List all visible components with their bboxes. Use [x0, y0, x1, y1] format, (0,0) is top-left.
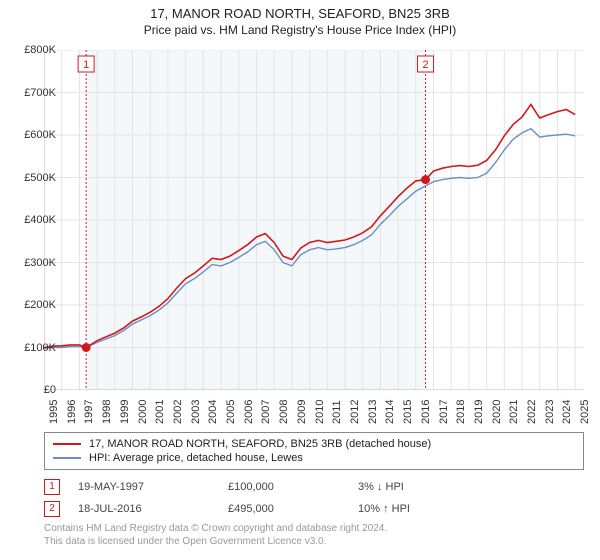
y-tick-label: £500K	[24, 172, 56, 184]
transaction-hpi-delta: 10% ↑ HPI	[358, 503, 478, 515]
x-tick-label: 2000	[137, 400, 149, 424]
y-tick-label: £400K	[24, 214, 56, 226]
x-tick-label: 2001	[154, 400, 166, 424]
y-tick-label: £100K	[24, 342, 56, 354]
legend-label: 17, MANOR ROAD NORTH, SEAFORD, BN25 3RB …	[89, 438, 431, 450]
legend-swatch	[53, 443, 81, 445]
table-row: 1 19-MAY-1997 £100,000 3% ↓ HPI	[44, 476, 584, 498]
x-tick-label: 2010	[314, 400, 326, 424]
transaction-date: 19-MAY-1997	[78, 481, 228, 493]
legend-label: HPI: Average price, detached house, Lewe…	[89, 452, 303, 464]
chart-area: 12	[44, 50, 584, 390]
x-tick-label: 2011	[331, 400, 343, 424]
chart-title: 17, MANOR ROAD NORTH, SEAFORD, BN25 3RB	[0, 6, 600, 21]
legend-item: 17, MANOR ROAD NORTH, SEAFORD, BN25 3RB …	[53, 437, 575, 451]
x-tick-label: 1998	[101, 400, 113, 424]
attribution: Contains HM Land Registry data © Crown c…	[44, 522, 584, 548]
line-chart-svg: 12	[44, 50, 584, 390]
x-tick-label: 2002	[172, 400, 184, 424]
attribution-line: Contains HM Land Registry data © Crown c…	[44, 522, 584, 535]
x-tick-label: 2006	[243, 400, 255, 424]
x-tick-label: 2018	[455, 400, 467, 424]
x-tick-label: 2014	[384, 400, 396, 424]
y-tick-label: £300K	[24, 257, 56, 269]
x-tick-label: 2003	[190, 400, 202, 424]
x-tick-label: 1997	[83, 400, 95, 424]
x-tick-label: 2015	[402, 400, 414, 424]
x-tick-label: 2008	[278, 400, 290, 424]
svg-text:2: 2	[422, 59, 428, 71]
x-tick-label: 2023	[544, 400, 556, 424]
transaction-hpi-delta: 3% ↓ HPI	[358, 481, 478, 493]
transaction-price: £100,000	[228, 481, 358, 493]
x-tick-label: 2017	[438, 400, 450, 424]
x-tick-label: 2024	[561, 400, 573, 424]
svg-text:1: 1	[83, 59, 89, 71]
transaction-price: £495,000	[228, 503, 358, 515]
x-tick-label: 1995	[48, 400, 60, 424]
x-tick-label: 2025	[579, 400, 591, 424]
transaction-table: 1 19-MAY-1997 £100,000 3% ↓ HPI 2 18-JUL…	[44, 476, 584, 520]
y-tick-label: £700K	[24, 87, 56, 99]
title-block: 17, MANOR ROAD NORTH, SEAFORD, BN25 3RB …	[0, 0, 600, 37]
chart-container: 17, MANOR ROAD NORTH, SEAFORD, BN25 3RB …	[0, 0, 600, 560]
x-tick-label: 2007	[260, 400, 272, 424]
y-tick-label: £800K	[24, 44, 56, 56]
transaction-date: 18-JUL-2016	[78, 503, 228, 515]
x-tick-label: 1999	[119, 400, 131, 424]
x-tick-label: 2013	[367, 400, 379, 424]
marker-badge: 1	[44, 479, 60, 495]
marker-badge: 2	[44, 501, 60, 517]
x-tick-label: 2021	[508, 400, 520, 424]
attribution-line: This data is licensed under the Open Gov…	[44, 535, 584, 548]
x-tick-label: 2019	[473, 400, 485, 424]
legend-swatch	[53, 457, 81, 459]
chart-subtitle: Price paid vs. HM Land Registry's House …	[0, 23, 600, 37]
x-tick-label: 2022	[526, 400, 538, 424]
x-tick-label: 2009	[296, 400, 308, 424]
legend-item: HPI: Average price, detached house, Lewe…	[53, 451, 575, 465]
x-tick-label: 2016	[420, 400, 432, 424]
y-tick-label: £600K	[24, 129, 56, 141]
x-tick-label: 2012	[349, 400, 361, 424]
x-tick-label: 2020	[491, 400, 503, 424]
table-row: 2 18-JUL-2016 £495,000 10% ↑ HPI	[44, 498, 584, 520]
legend: 17, MANOR ROAD NORTH, SEAFORD, BN25 3RB …	[44, 432, 584, 470]
y-tick-label: £0	[44, 384, 56, 396]
y-tick-label: £200K	[24, 299, 56, 311]
x-tick-label: 2004	[207, 400, 219, 424]
x-tick-label: 1996	[66, 400, 78, 424]
x-tick-label: 2005	[225, 400, 237, 424]
